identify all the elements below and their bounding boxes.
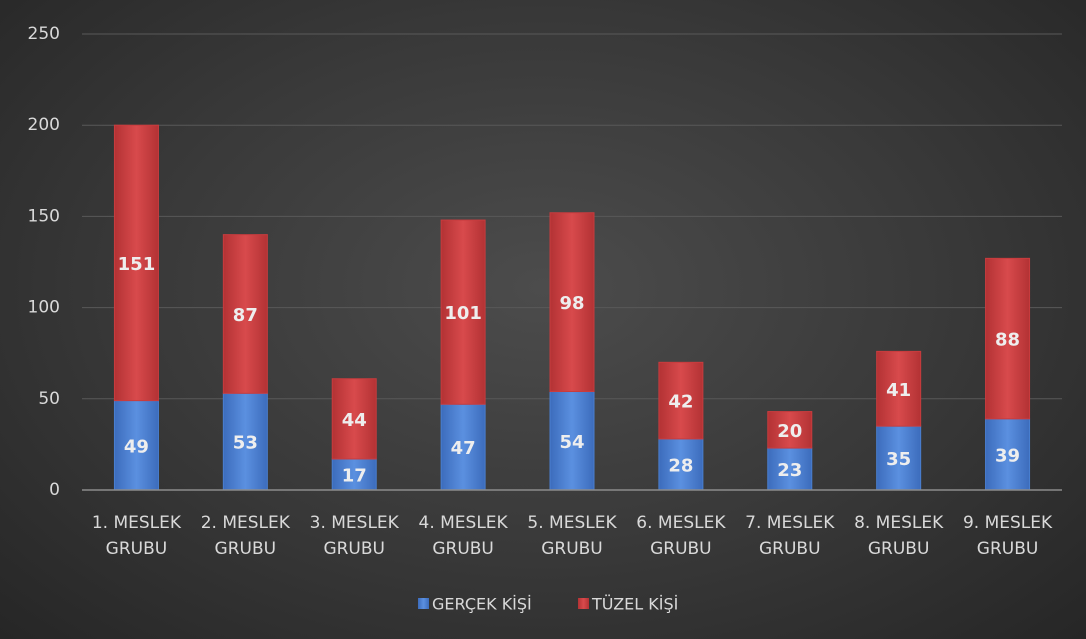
- x-tick-label: 2. MESLEK GRUBU: [200, 513, 290, 559]
- data-label: 20: [777, 421, 802, 442]
- legend-label: GERÇEK KİŞİ: [432, 595, 532, 614]
- x-tick-label: 3. MESLEK GRUBU: [309, 513, 399, 559]
- data-label: 44: [342, 410, 367, 431]
- y-tick-label: 0: [49, 480, 60, 500]
- x-tick-label: 9. MESLEK GRUBU: [962, 513, 1053, 559]
- y-tick-label: 150: [28, 206, 60, 226]
- bar-segment: [985, 418, 1031, 491]
- bar-segment: [549, 212, 595, 393]
- x-tick-label: 6. MESLEK GRUBU: [636, 513, 726, 559]
- y-tick-label: 200: [28, 115, 60, 135]
- data-label: 49: [124, 436, 149, 457]
- data-label: 41: [886, 380, 911, 401]
- x-tick-label: 7. MESLEK GRUBU: [745, 513, 835, 559]
- data-label: 54: [559, 432, 584, 453]
- y-tick-label: 100: [28, 298, 60, 318]
- bar-segment: [331, 458, 377, 491]
- bar-segment: [985, 257, 1031, 420]
- bar-segment: [767, 447, 813, 491]
- data-label: 151: [118, 254, 156, 275]
- legend-swatch: [578, 598, 589, 609]
- bar-segment: [222, 234, 268, 394]
- data-label: 53: [233, 433, 258, 454]
- data-label: 17: [342, 465, 367, 486]
- x-tick-label: 1. MESLEK GRUBU: [91, 513, 182, 559]
- x-tick-label: 4. MESLEK GRUBU: [418, 513, 508, 559]
- bar-segment: [658, 438, 704, 491]
- y-tick-label: 50: [38, 389, 60, 409]
- data-label: 88: [995, 330, 1020, 351]
- data-label: 23: [777, 460, 802, 481]
- data-label: 39: [995, 445, 1020, 466]
- data-label: 98: [559, 293, 584, 314]
- data-label: 42: [668, 392, 693, 413]
- data-label: 28: [668, 455, 693, 476]
- x-tick-label: 5. MESLEK GRUBU: [527, 513, 617, 559]
- x-tick-label: 8. MESLEK GRUBU: [854, 513, 944, 559]
- bar-segment: [440, 219, 486, 405]
- bar-segment: [331, 378, 377, 460]
- data-label: 101: [444, 303, 482, 324]
- data-label: 35: [886, 449, 911, 470]
- y-tick-label: 250: [28, 24, 60, 44]
- bar-segment: [440, 403, 486, 491]
- bar-segment: [658, 361, 704, 440]
- data-label: 47: [451, 438, 476, 459]
- bar-segment: [113, 124, 159, 402]
- legend-swatch: [418, 598, 429, 609]
- bar-segment: [767, 411, 813, 449]
- bar-segment: [113, 400, 159, 491]
- legend-label: TÜZEL KİŞİ: [591, 595, 678, 614]
- data-label: 87: [233, 305, 258, 326]
- bar-segment: [876, 350, 922, 427]
- bar-segment: [549, 391, 595, 491]
